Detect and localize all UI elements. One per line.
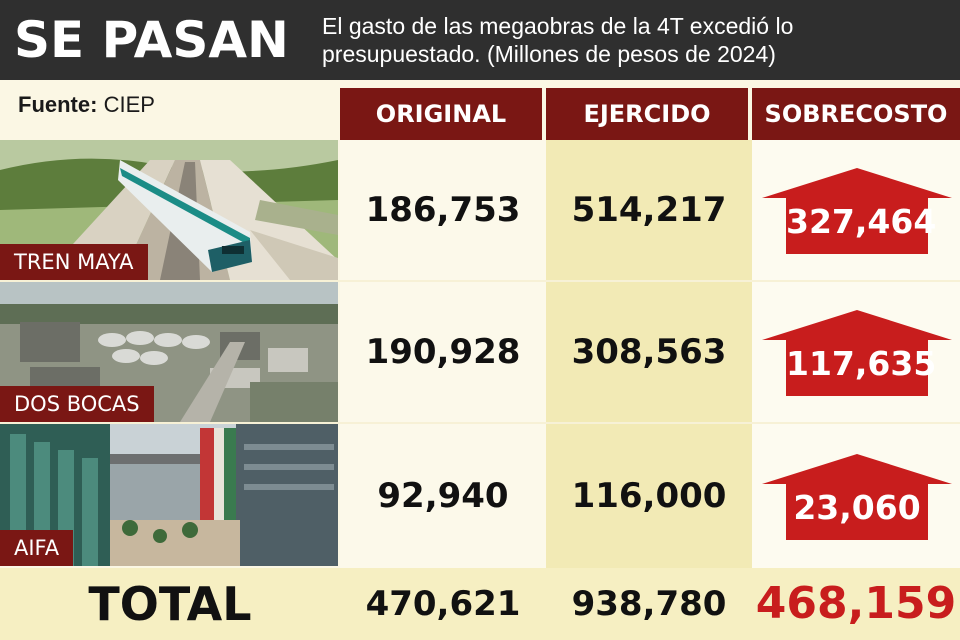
up-arrow-icon — [762, 310, 952, 396]
value-dos-bocas-original: 190,928 — [365, 332, 521, 372]
total-row — [0, 568, 960, 640]
row-divider — [0, 422, 960, 424]
total-sobrecosto: 468,159 — [755, 578, 957, 629]
total-ejercido: 938,780 — [571, 584, 727, 624]
headline: SE PASAN — [14, 11, 289, 69]
total-label: TOTAL — [88, 577, 252, 631]
up-arrow-icon — [762, 454, 952, 540]
column-header-ejercido: EJERCIDO — [546, 88, 748, 140]
row-divider — [0, 280, 960, 282]
column-header-sobrecosto: SOBRECOSTO — [752, 88, 960, 140]
value-tren-maya-original: 186,753 — [365, 190, 521, 230]
column-ejercido-bg — [546, 140, 752, 568]
value-aifa-sobrecosto: 23,060 — [793, 488, 921, 527]
subtitle: El gasto de las megaobras de la 4T exced… — [322, 13, 794, 67]
header-bar: SE PASAN El gasto de las megaobras de la… — [0, 0, 960, 80]
project-label-tren-maya: TREN MAYA — [0, 244, 148, 280]
value-tren-maya-sobrecosto: 327,464 — [786, 202, 937, 241]
value-dos-bocas-ejercido: 308,563 — [571, 332, 727, 372]
column-header-original: ORIGINAL — [340, 88, 542, 140]
value-dos-bocas-sobrecosto: 117,635 — [786, 344, 937, 383]
value-aifa-ejercido: 116,000 — [571, 476, 727, 516]
source-value: CIEP — [103, 92, 155, 117]
project-label-dos-bocas: DOS BOCAS — [0, 386, 154, 422]
source-note: Fuente: CIEP — [18, 92, 155, 118]
column-original-bg — [340, 140, 546, 568]
value-tren-maya-ejercido: 514,217 — [571, 190, 727, 230]
total-original: 470,621 — [365, 584, 521, 624]
project-label-aifa: AIFA — [0, 530, 74, 566]
source-label: Fuente: — [18, 92, 98, 117]
value-aifa-original: 92,940 — [377, 476, 509, 516]
up-arrow-icon — [762, 168, 952, 254]
